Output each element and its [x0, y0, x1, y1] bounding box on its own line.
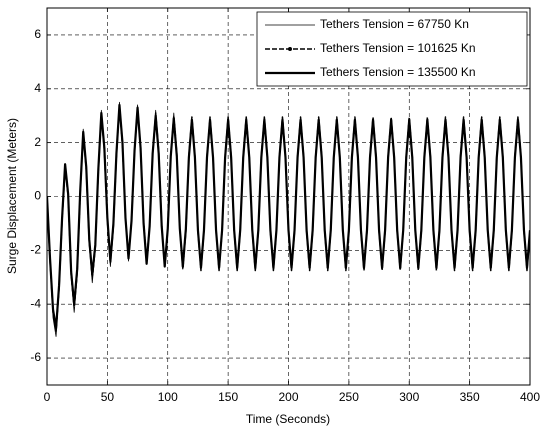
y-tick-label: 2: [34, 135, 41, 149]
y-tick-label: -6: [30, 350, 41, 364]
y-tick-label: 6: [34, 27, 41, 41]
legend-label: Tethers Tension = 67750 Kn: [320, 17, 469, 31]
plot-area: [47, 101, 530, 337]
y-axis-label: Surge Displacement (Meters): [5, 118, 19, 274]
y-tick-label: -4: [30, 296, 41, 310]
y-tick-label: -2: [30, 243, 41, 257]
x-axis-label: Time (Seconds): [246, 412, 330, 426]
legend-marker: [288, 47, 292, 51]
x-tick-label: 0: [44, 390, 51, 404]
plot-frame: [46, 7, 531, 386]
legend-label: Tethers Tension = 135500 Kn: [320, 65, 476, 79]
y-tick-label: 0: [34, 189, 41, 203]
y-tick-label: 4: [34, 81, 41, 95]
legend-label: Tethers Tension = 101625 Kn: [320, 41, 476, 55]
x-tick-label: 300: [399, 390, 419, 404]
series-line: [47, 103, 530, 330]
x-tick-label: 400: [520, 390, 540, 404]
legend: Tethers Tension = 67750 Kn Tethers Tensio…: [256, 11, 528, 87]
x-tick-label: 100: [158, 390, 178, 404]
x-tick-label: 50: [101, 390, 115, 404]
x-tick-label: 150: [218, 390, 238, 404]
x-tick-label: 200: [278, 390, 298, 404]
x-tick-label: 250: [339, 390, 359, 404]
x-tick-label: 350: [460, 390, 480, 404]
